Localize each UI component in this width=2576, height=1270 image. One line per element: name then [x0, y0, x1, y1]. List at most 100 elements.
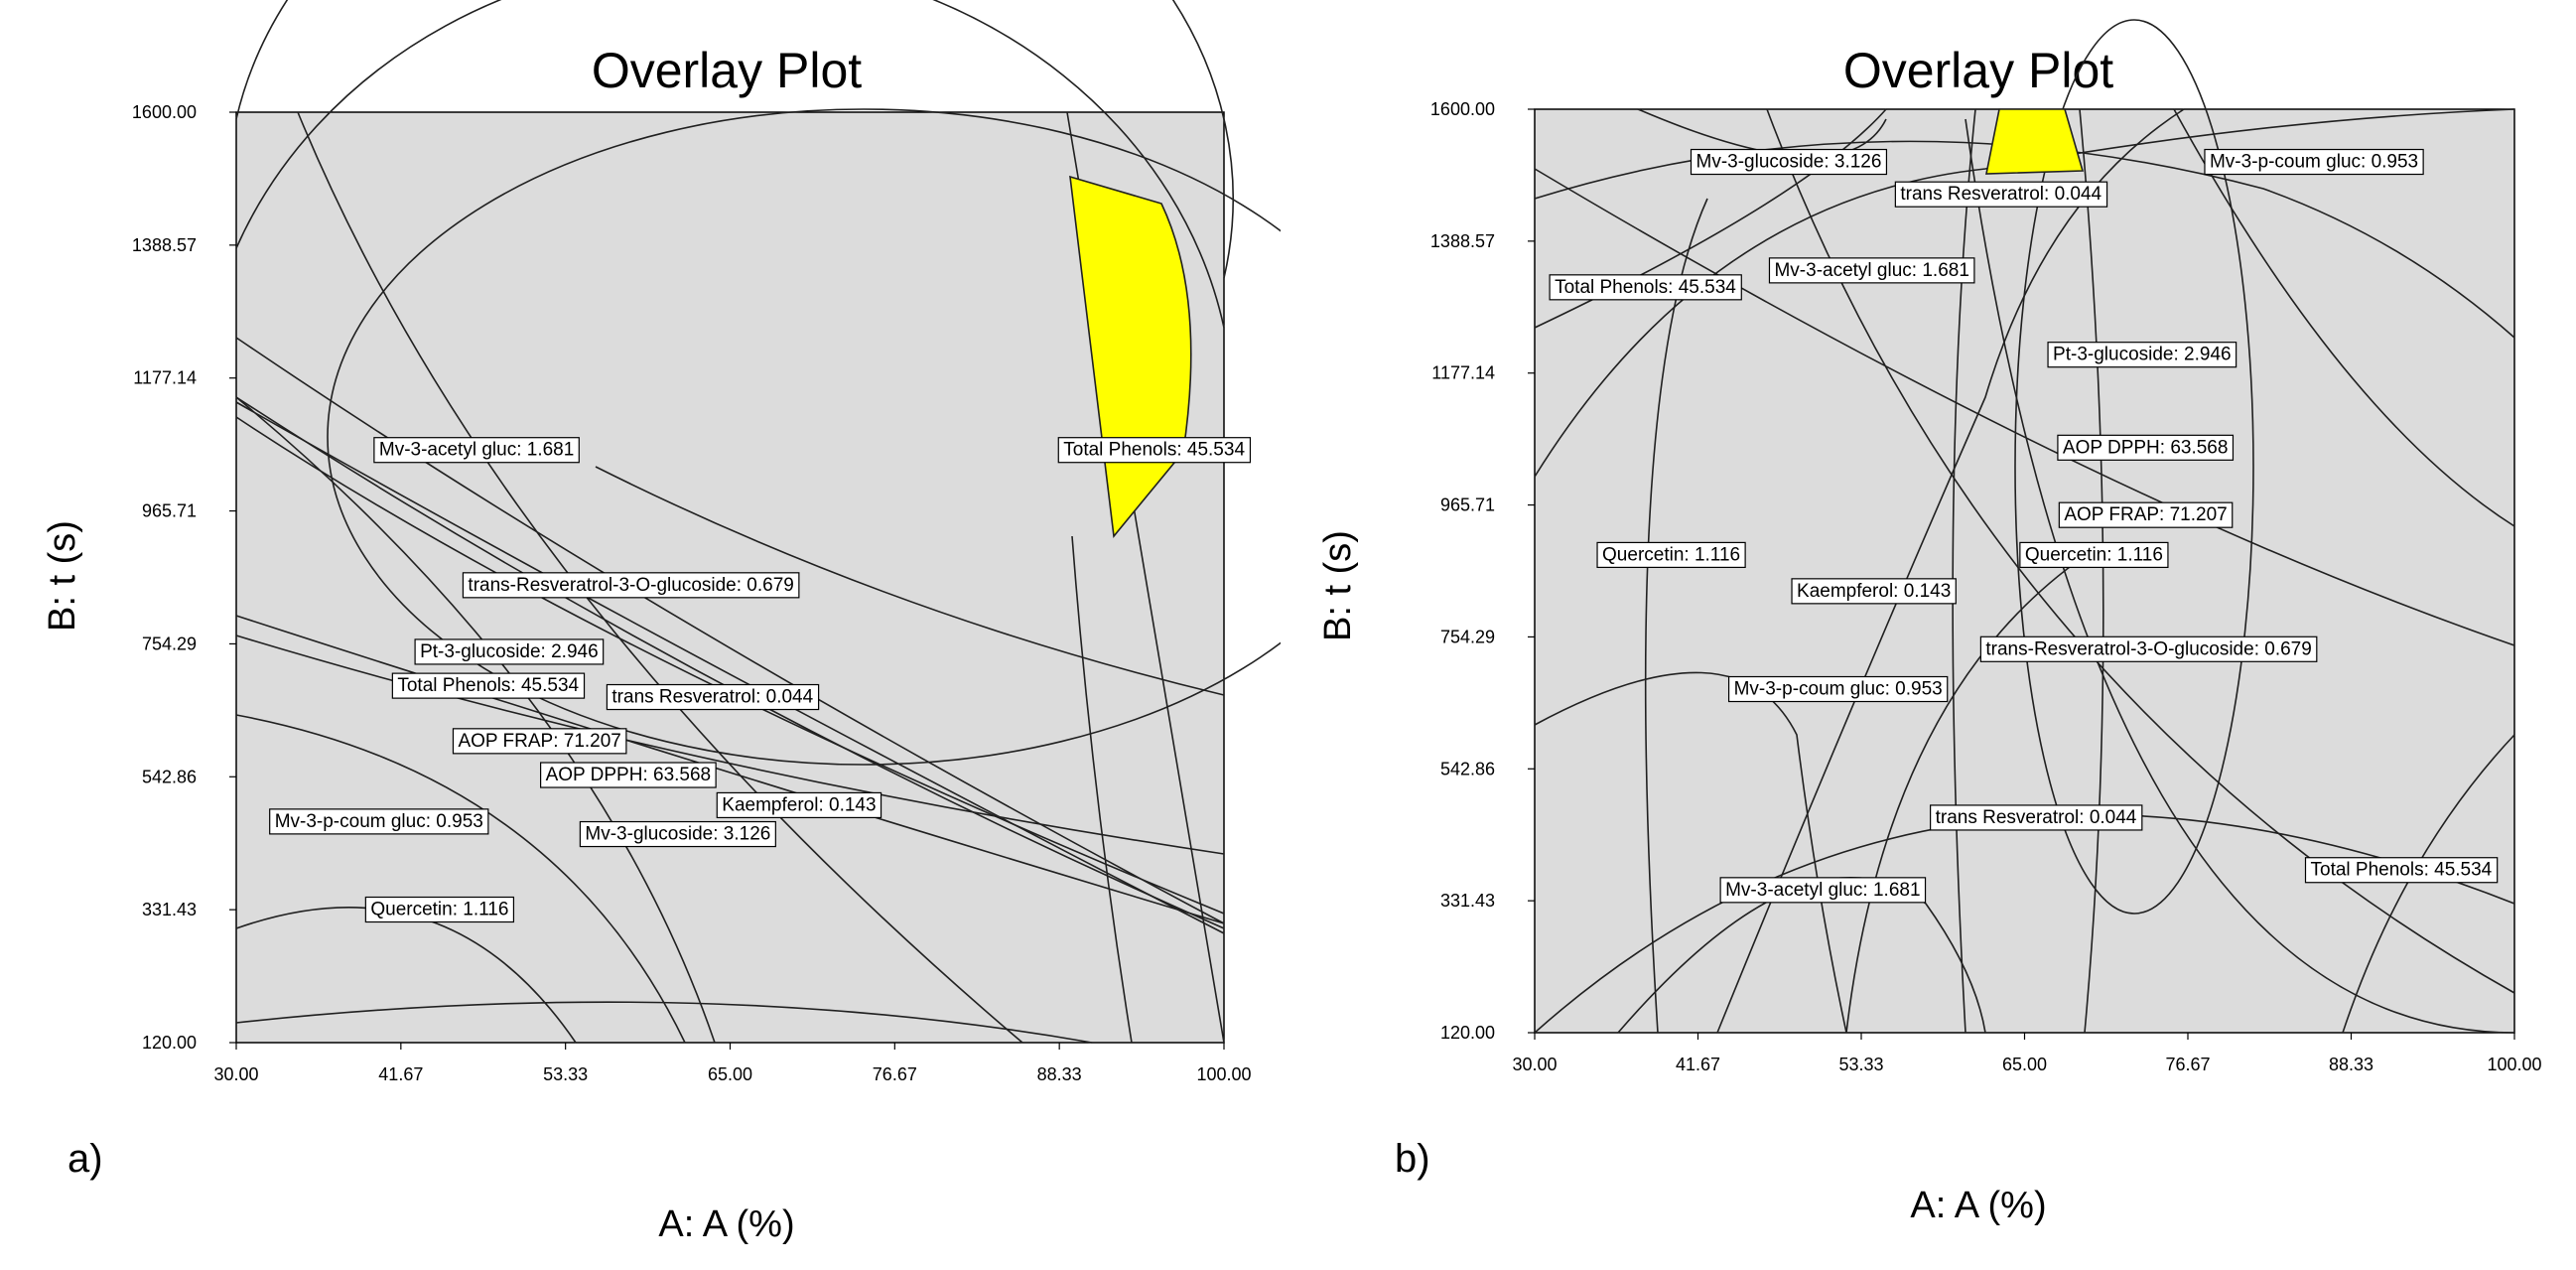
- axis-ticks: 30.00 41.67 53.33 65.00 76.67 88.33 100.00 1600…: [132, 102, 1252, 1084]
- contour-flag: Pt-3-glucoside: 2.946: [2047, 342, 2237, 368]
- contour-flag-box: [2204, 148, 2424, 176]
- contour-line: [1534, 168, 2515, 646]
- y-tick-label: 1388.57: [132, 235, 197, 255]
- contour-line: [235, 416, 1225, 915]
- contour-flag: Kaempferol: 0.143: [716, 791, 882, 819]
- contour-line: [1952, 108, 1976, 1034]
- x-axis-label: A: A (%): [658, 1203, 794, 1245]
- contour-flag-label: Quercetin: 1.116: [370, 900, 508, 920]
- x-tick-label: 30.00: [213, 1064, 258, 1084]
- contour-line: [235, 396, 1225, 929]
- contour-line: [1071, 535, 1133, 1044]
- contour-flag-box: [1549, 274, 1742, 301]
- contour-flag-box: [462, 572, 800, 599]
- contour-flag: AOP DPPH: 63.568: [540, 762, 717, 788]
- y-axis-label: B: t (s): [1317, 530, 1359, 641]
- contour-flag-box: [2057, 434, 2235, 461]
- contour-flag-label: trans Resveratrol: 0.044: [1900, 184, 2101, 205]
- axis-ticks: 30.00 41.67 53.33 65.00 76.67 88.33 100.00 1600…: [1430, 99, 2542, 1074]
- contour-line: [235, 401, 1225, 934]
- x-tick-label: 76.67: [873, 1064, 917, 1084]
- contour-line: [2079, 108, 2104, 1034]
- contour-line: [235, 714, 686, 1044]
- contour-line: [1534, 671, 1847, 1034]
- overlay-plot-a-svg: Overlay Plot Total Phenols: 45.534 Mv-3-a…: [42, 0, 1281, 1245]
- contour-flag: Mv-3-p-coum gluc: 0.953: [1727, 675, 1949, 703]
- x-tick-label: 88.33: [2329, 1055, 2373, 1074]
- contour-flags: Mv-3-glucoside: 3.126 Mv-3-p-coum gluc: 0…: [1549, 148, 2499, 904]
- x-tick-label: 53.33: [543, 1064, 588, 1084]
- contour-line: [235, 0, 1234, 279]
- contour-flag: Total Phenols: 45.534: [391, 672, 586, 699]
- contour-flag: Mv-3-acetyl gluc: 1.681: [373, 437, 580, 464]
- y-tick-label: 542.86: [1440, 759, 1495, 778]
- contour-flag-box: [606, 683, 820, 711]
- contour-flag: trans-Resveratrol-3-O-glucoside: 0.679: [462, 572, 800, 599]
- contour-flag-label: Pt-3-glucoside: 2.946: [420, 641, 599, 662]
- y-tick-label: 1600.00: [132, 102, 197, 122]
- y-axis-label: B: t (s): [42, 520, 83, 632]
- contour-flag: trans Resveratrol: 0.044: [1894, 181, 2108, 208]
- y-tick-label: 331.43: [1440, 891, 1495, 911]
- contour-flag-label: AOP DPPH: 63.568: [546, 765, 712, 785]
- x-tick-label: 41.67: [1676, 1055, 1720, 1074]
- contour-line: [1845, 555, 2086, 1034]
- x-tick-label: 100.00: [2487, 1055, 2541, 1074]
- contour-flag: AOP FRAP: 71.207: [2058, 501, 2234, 528]
- y-tick-label: 754.29: [1440, 627, 1495, 646]
- contour-flag-label: Total Phenols: 45.534: [1063, 440, 1245, 461]
- contour-flag-box: [391, 672, 586, 699]
- contour-flag-box: [364, 896, 515, 923]
- contour-flag-label: Quercetin: 1.116: [1602, 544, 1740, 565]
- contour-flag: Mv-3-p-coum gluc: 0.953: [269, 808, 489, 835]
- contour-line: [1965, 118, 2515, 1034]
- chart-title: Overlay Plot: [1843, 43, 2113, 98]
- contour-flag-label: trans Resveratrol: 0.044: [1936, 807, 2137, 828]
- contour-flag-box: [2047, 342, 2237, 368]
- contour-flag-label: Kaempferol: 0.143: [1797, 581, 1951, 602]
- contour-line: [1644, 198, 1708, 1034]
- contour-flag: Mv-3-acetyl gluc: 1.681: [1719, 877, 1927, 904]
- x-tick-label: 30.00: [1512, 1055, 1557, 1074]
- contour-flag-label: Mv-3-acetyl gluc: 1.681: [379, 440, 574, 461]
- contour-flag-box: [1057, 437, 1252, 464]
- y-tick-label: 1177.14: [1431, 363, 1495, 383]
- y-tick-label: 1600.00: [1430, 99, 1495, 119]
- contour-flag: Total Phenols: 45.534: [2304, 857, 2499, 884]
- contour-flag-label: Mv-3-p-coum gluc: 0.953: [1734, 679, 1943, 700]
- contour-line: [327, 108, 1281, 766]
- contour-flag-label: Mv-3-acetyl gluc: 1.681: [1725, 880, 1920, 901]
- contour-line: [235, 1001, 1093, 1044]
- contour-flag-label: AOP DPPH: 63.568: [2063, 437, 2229, 458]
- contour-flag-box: [2058, 501, 2234, 528]
- y-tick-label: 1388.57: [1430, 231, 1495, 251]
- contour-flag-label: Total Phenols: 45.534: [397, 675, 579, 696]
- contour-flag: Mv-3-p-coum gluc: 0.953: [2204, 148, 2424, 176]
- contour-flag-box: [452, 728, 627, 755]
- contour-flag-label: Mv-3-acetyl gluc: 1.681: [1774, 260, 1968, 281]
- plot-area: [1534, 108, 2515, 1034]
- x-tick-label: 41.67: [378, 1064, 423, 1084]
- contour-flag: trans Resveratrol: 0.044: [1930, 804, 2143, 831]
- contour-flag: Total Phenols: 45.534: [1057, 437, 1252, 464]
- contour-flag: Kaempferol: 0.143: [1791, 578, 1957, 605]
- y-tick-label: 542.86: [142, 767, 197, 786]
- contour-flag: Mv-3-glucoside: 3.126: [579, 820, 776, 848]
- feasible-region: [1985, 108, 2085, 175]
- contour-line: [2014, 19, 2254, 915]
- contour-flag-box: [1596, 541, 1746, 569]
- x-tick-label: 65.00: [708, 1064, 752, 1084]
- contour-flag: trans Resveratrol: 0.044: [606, 683, 820, 711]
- contour-flag-label: Pt-3-glucoside: 2.946: [2053, 345, 2232, 365]
- contour-flag: trans-Resveratrol-3-O-glucoside: 0.679: [1979, 635, 2318, 662]
- contour-line: [595, 466, 1225, 696]
- contour-flag: Total Phenols: 45.534: [1549, 274, 1742, 301]
- contour-flag-label: Kaempferol: 0.143: [722, 794, 876, 815]
- contour-flag-box: [1719, 877, 1927, 904]
- contour-flag: AOP FRAP: 71.207: [452, 728, 627, 755]
- contour-flag-box: [1979, 635, 2318, 662]
- y-tick-label: 754.29: [142, 634, 197, 653]
- contour-flag-label: Mv-3-glucoside: 3.126: [1696, 152, 1882, 173]
- contour-flag-box: [540, 762, 717, 788]
- y-tick-label: 120.00: [1440, 1023, 1495, 1043]
